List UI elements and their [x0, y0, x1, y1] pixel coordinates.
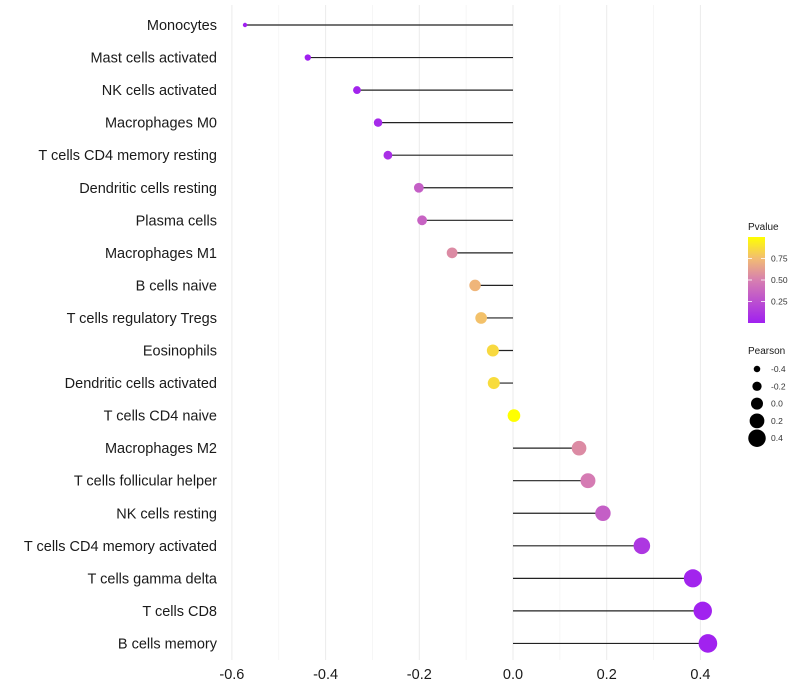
- lollipop-point: [446, 247, 458, 259]
- legend-size-label: 0.4: [771, 433, 783, 443]
- lollipop-point: [633, 537, 651, 555]
- lollipop-point: [383, 150, 393, 160]
- legend-colorbar: [748, 237, 765, 323]
- y-axis-label: B cells naive: [136, 278, 217, 294]
- legend-size-label: 0.0: [771, 399, 783, 409]
- lollipop-point: [413, 182, 424, 193]
- lollipop-point: [595, 505, 611, 521]
- y-axis-label: T cells follicular helper: [74, 474, 217, 490]
- lollipop-points: [242, 22, 718, 653]
- y-axis-label: T cells CD8: [142, 604, 217, 620]
- lollipop-point: [571, 440, 587, 456]
- y-axis-label: B cells memory: [118, 636, 218, 652]
- legend-size-key: [748, 429, 766, 447]
- legend-color-label: 0.75: [771, 254, 788, 264]
- y-axis-labels: Monocytes Mast cells activated NK cells ac…: [24, 18, 218, 652]
- y-axis-label: T cells CD4 memory activated: [24, 539, 217, 555]
- y-axis-label: Eosinophils: [143, 344, 217, 360]
- y-axis-label: Dendritic cells resting: [79, 181, 217, 197]
- legend-size-key: [750, 397, 764, 410]
- legend-size-key: [753, 365, 761, 373]
- x-tick-label: 0.0: [503, 667, 523, 683]
- grid-lines: [231, 5, 701, 660]
- y-axis-label: T cells CD4 memory resting: [38, 148, 217, 164]
- lollipop-point: [507, 409, 521, 422]
- lollipop-point: [487, 377, 500, 390]
- lollipop-point: [417, 215, 428, 226]
- y-axis-label: Plasma cells: [136, 213, 217, 229]
- y-axis-label: T cells gamma delta: [88, 571, 218, 587]
- legend-size-label: -0.4: [771, 364, 786, 374]
- y-axis-label: Dendritic cells activated: [65, 376, 217, 392]
- legend: Pvalue 0.25 0.50 0.75 Pearson -0.4 -0.2 0.0 0…: [748, 222, 788, 447]
- legend-size-title: Pearson: [748, 346, 785, 357]
- lollipop-point: [469, 279, 481, 292]
- y-axis-label: Macrophages M2: [105, 441, 217, 457]
- lollipop-point: [486, 344, 499, 357]
- x-axis-labels: -0.6 -0.4 -0.2 0.0 0.2 0.4: [219, 667, 710, 683]
- y-axis-label: Macrophages M0: [105, 116, 217, 132]
- lollipop-point: [304, 54, 311, 61]
- y-axis-label: T cells CD4 naive: [104, 409, 217, 425]
- legend-size-key: [752, 381, 762, 391]
- lollipop-point: [475, 312, 487, 324]
- x-tick-label: -0.6: [219, 667, 244, 683]
- y-axis-label: Macrophages M1: [105, 246, 217, 262]
- y-axis-label: NK cells resting: [116, 506, 217, 522]
- lollipop-point: [693, 601, 712, 621]
- x-tick-label: 0.4: [690, 667, 710, 683]
- legend-color-label: 0.50: [771, 275, 788, 285]
- lollipop-point: [698, 634, 718, 653]
- legend-color-title: Pvalue: [748, 222, 779, 233]
- y-axis-label: NK cells activated: [102, 83, 217, 99]
- y-axis-label: T cells regulatory Tregs: [67, 311, 217, 327]
- lollipop-point: [353, 86, 361, 95]
- lollipop-point: [373, 118, 383, 127]
- legend-size-label: 0.2: [771, 416, 783, 426]
- lollipop-point: [683, 569, 702, 588]
- x-tick-label: -0.4: [313, 667, 338, 683]
- y-axis-label: Monocytes: [147, 18, 217, 34]
- lollipop-point: [242, 22, 248, 28]
- lollipop-point: [580, 473, 596, 489]
- x-tick-label: -0.2: [407, 667, 432, 683]
- y-axis-label: Mast cells activated: [90, 51, 217, 67]
- x-tick-label: 0.2: [597, 667, 617, 683]
- legend-size-key: [749, 413, 765, 429]
- legend-color-label: 0.25: [771, 297, 788, 307]
- legend-size-label: -0.2: [771, 381, 786, 391]
